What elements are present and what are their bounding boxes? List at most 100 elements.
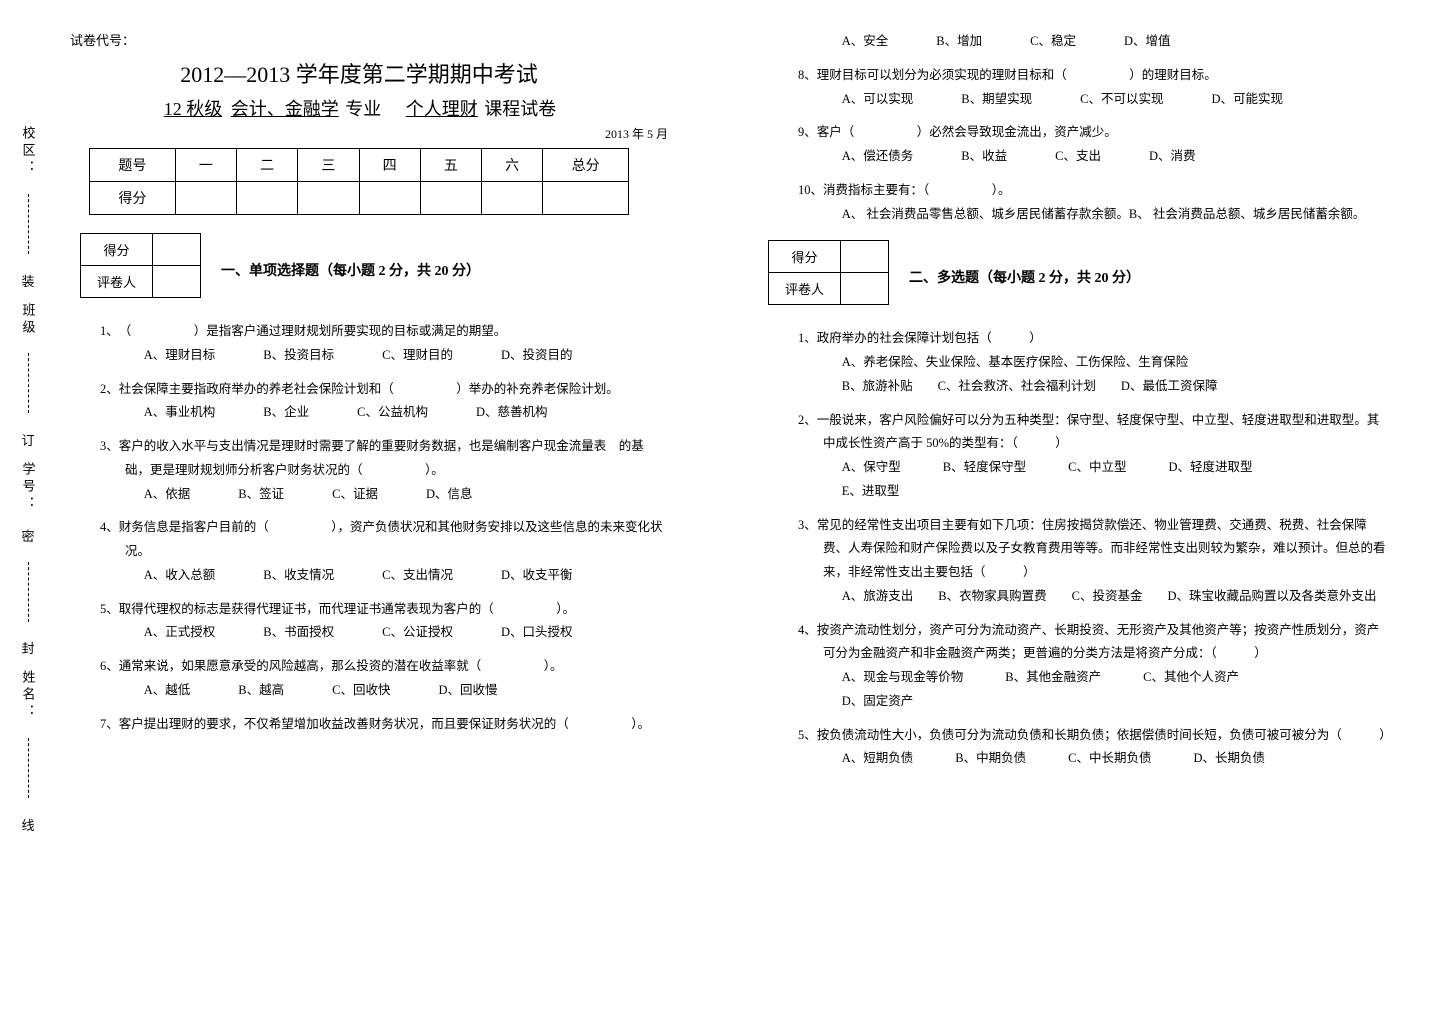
opt: C、支出情况	[382, 564, 453, 588]
opt: C、证据	[332, 483, 378, 507]
mini-r1: 得分	[81, 234, 153, 266]
vline	[28, 738, 29, 798]
title-sub: 12 秋级 会计、金融学 专业 个人理财 课程试卷	[40, 95, 678, 121]
opt: A、短期负债	[842, 747, 914, 771]
opt: B、轻度保守型	[943, 456, 1026, 480]
opt: B、越高	[238, 679, 284, 703]
section1-title: 一、单项选择题（每小题 2 分，共 20 分）	[221, 260, 480, 280]
s2q5: 5、按负债流动性大小，负债可分为流动负债和长期负债；依据偿债时间长短，负债可被可…	[798, 724, 1386, 772]
v-class: 班级	[19, 303, 38, 337]
q1-opts: A、理财目标 B、投资目标 C、理财目的 D、投资目的	[144, 344, 668, 368]
empty-cell	[237, 182, 298, 215]
q8: 8、理财目标可以划分为必须实现的理财目标和（ ）的理财目标。 A、可以实现 B、…	[798, 64, 1386, 112]
mini-score-grid-2: 得分 评卷人	[768, 240, 889, 305]
q3: 3、客户的收入水平与支出情况是理财时需要了解的重要财务数据，也是编制客户现金流量…	[100, 435, 668, 506]
q9: 9、客户（ ）必然会导致现金流出，资产减少。 A、偿还债务 B、收益 C、支出 …	[798, 121, 1386, 169]
opt: D、口头授权	[501, 621, 573, 645]
section2-header: 得分 评卷人 二、多选题（每小题 2 分，共 20 分）	[768, 240, 1396, 313]
v-ding: 订	[21, 430, 34, 449]
opt: C、理财目的	[382, 344, 453, 368]
q7-stem: 7、客户提出理财的要求，不仅希望增加收益改善财务状况，而且要保证财务状况的（ ）…	[100, 717, 650, 731]
s2q5-opts: A、短期负债 B、中期负债 C、中长期负债 D、长期负债	[842, 747, 1386, 771]
opt: C、稳定	[1030, 30, 1076, 54]
q2-stem: 2、社会保障主要指政府举办的养老社会保险计划和（ ）举办的补充养老保险计划。	[100, 382, 619, 396]
s2q4: 4、按资产流动性划分，资产可分为流动资产、长期投资、无形资产及其他资产等；按资产…	[798, 619, 1386, 714]
empty-cell	[482, 182, 543, 215]
table-row: 题号 一 二 三 四 五 六 总分	[90, 149, 629, 182]
opt: B、增加	[936, 30, 982, 54]
q8-opts: A、可以实现 B、期望实现 C、不可以实现 D、可能实现	[842, 88, 1386, 112]
opt: B、期望实现	[961, 88, 1032, 112]
empty-cell	[841, 241, 889, 273]
opt: A、正式授权	[144, 621, 216, 645]
title-course: 个人理财	[404, 99, 480, 119]
v-xian: 线	[21, 815, 34, 834]
q7-opts: A、安全 B、增加 C、稳定 D、增值	[842, 30, 1386, 54]
q4: 4、财务信息是指客户目前的（ ），资产负债状况和其他财务安排以及这些信息的未来变…	[100, 516, 668, 587]
hdr-cell: 五	[420, 149, 481, 182]
q2: 2、社会保障主要指政府举办的养老社会保险计划和（ ）举办的补充养老保险计划。 A…	[100, 378, 668, 426]
v-id: 学号：	[19, 462, 38, 513]
opt: C、其他个人资产	[1143, 666, 1239, 690]
opt: C、支出	[1055, 145, 1101, 169]
opt: B、收支情况	[263, 564, 334, 588]
q1: 1、 （ ）是指客户通过理财规划所要实现的目标或满足的期望。 A、理财目标 B、…	[100, 320, 668, 368]
opt: A、可以实现	[842, 88, 914, 112]
q1-stem: 1、 （ ）是指客户通过理财规划所要实现的目标或满足的期望。	[100, 324, 506, 338]
empty-cell	[420, 182, 481, 215]
opt: A、保守型	[842, 456, 901, 480]
score-grid: 题号 一 二 三 四 五 六 总分 得分	[89, 148, 629, 215]
opt: D、长期负债	[1193, 747, 1265, 771]
empty-cell	[543, 182, 629, 215]
vline	[28, 562, 29, 622]
opt: D、慈善机构	[476, 401, 548, 425]
opt: B、投资目标	[263, 344, 334, 368]
empty-cell	[359, 182, 420, 215]
q5-stem: 5、取得代理权的标志是获得代理证书，而代理证书通常表现为客户的（ ）。	[100, 602, 575, 616]
q3-stem: 3、客户的收入水平与支出情况是理财时需要了解的重要财务数据，也是编制客户现金流量…	[100, 439, 644, 477]
title-major: 会计、金融学	[229, 99, 341, 119]
section1-header: 得分 评卷人 一、单项选择题（每小题 2 分，共 20 分）	[80, 233, 678, 306]
opt: A、越低	[144, 679, 191, 703]
opt: B、其他金融资产	[1005, 666, 1101, 690]
s2q1b: B、旅游补贴 C、社会救济、社会福利计划 D、最低工资保障	[842, 375, 1386, 399]
q10-opts: A、 社会消费品零售总额、城乡居民储蓄存款余额。B、 社会消费品总额、城乡居民储…	[842, 203, 1386, 227]
s2q5-stem: 5、按负债流动性大小，负债可分为流动负债和长期负债；依据偿债时间长短，负债可被可…	[798, 728, 1392, 742]
opt: B、中期负债	[955, 747, 1026, 771]
vline	[28, 353, 29, 413]
q7-opts-row: A、安全 B、增加 C、稳定 D、增值	[798, 30, 1386, 54]
hdr-cell: 二	[237, 149, 298, 182]
section1-questions-cont: A、安全 B、增加 C、稳定 D、增值 8、理财目标可以划分为必须实现的理财目标…	[778, 30, 1386, 226]
s2q1a: A、养老保险、失业保险、基本医疗保险、工伤保险、生育保险	[842, 351, 1386, 375]
v-mi: 密	[21, 526, 34, 545]
s2q1: 1、政府举办的社会保障计划包括（ ） A、养老保险、失业保险、基本医疗保险、工伤…	[798, 327, 1386, 398]
s2q3-stem: 3、常见的经常性支出项目主要有如下几项：住房按揭贷款偿还、物业管理费、交通费、税…	[798, 518, 1386, 580]
mini-r1: 得分	[769, 241, 841, 273]
q10-stem: 10、消费指标主要有：（ ）。	[798, 183, 1011, 197]
q2-opts: A、事业机构 B、企业 C、公益机构 D、慈善机构	[144, 401, 668, 425]
opt: C、公益机构	[357, 401, 428, 425]
q4-opts: A、收入总额 B、收支情况 C、支出情况 D、收支平衡	[144, 564, 668, 588]
opt: B、企业	[263, 401, 309, 425]
opt: E、进取型	[842, 480, 900, 504]
hdr-cell: 四	[359, 149, 420, 182]
hdr-cell: 一	[175, 149, 236, 182]
opt: A、理财目标	[144, 344, 216, 368]
opt: C、中立型	[1068, 456, 1126, 480]
q6: 6、通常来说，如果愿意承受的风险越高，那么投资的潜在收益率就（ ）。 A、越低 …	[100, 655, 668, 703]
opt: B、收益	[961, 145, 1007, 169]
s2q4-opts: A、现金与现金等价物 B、其他金融资产 C、其他个人资产 D、固定资产	[842, 666, 1386, 714]
s2q3: 3、常见的经常性支出项目主要有如下几项：住房按揭贷款偿还、物业管理费、交通费、税…	[798, 514, 1386, 609]
q9-opts: A、偿还债务 B、收益 C、支出 D、消费	[842, 145, 1386, 169]
right-page: A、安全 B、增加 C、稳定 D、增值 8、理财目标可以划分为必须实现的理财目标…	[718, 0, 1436, 1020]
opt: D、回收慢	[438, 679, 497, 703]
hdr-cell: 六	[482, 149, 543, 182]
opt: C、公证授权	[382, 621, 453, 645]
q10: 10、消费指标主要有：（ ）。 A、 社会消费品零售总额、城乡居民储蓄存款余额。…	[798, 179, 1386, 227]
opt: D、增值	[1124, 30, 1171, 54]
opt: D、投资目的	[501, 344, 573, 368]
opt: D、消费	[1149, 145, 1196, 169]
s2q4-stem: 4、按资产流动性划分，资产可分为流动资产、长期投资、无形资产及其他资产等；按资产…	[798, 623, 1379, 661]
s2q3-opts: A、旅游支出 B、衣物家具购置费 C、投资基金 D、珠宝收藏品购置以及各类意外支…	[842, 585, 1386, 609]
hdr-cell: 总分	[543, 149, 629, 182]
